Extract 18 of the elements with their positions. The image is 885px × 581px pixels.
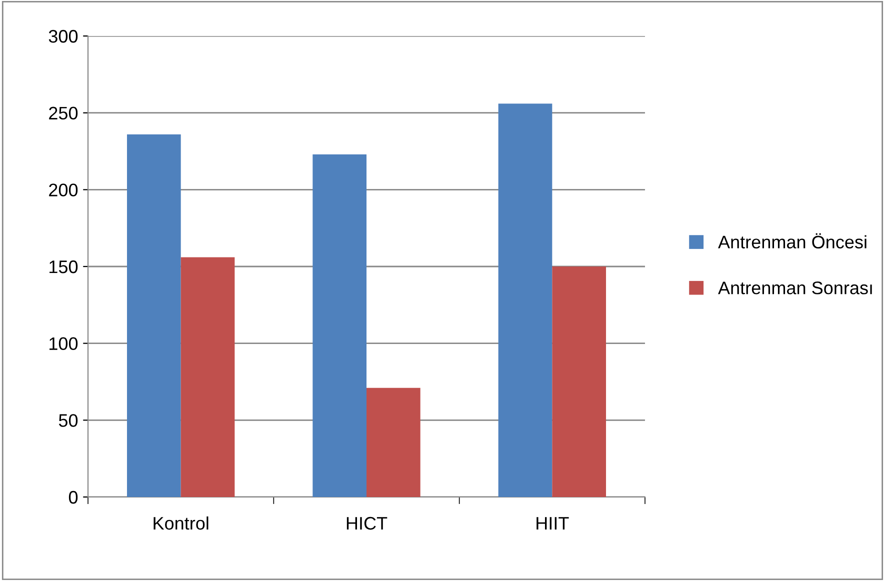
y-tick-label: 150 <box>50 260 78 274</box>
y-tick-label: 50 <box>58 414 78 427</box>
bar <box>552 266 606 497</box>
bar <box>366 388 420 497</box>
bar <box>126 134 181 497</box>
y-tick-label: 0 <box>68 490 78 504</box>
x-tick-label: Kontrol <box>154 516 208 530</box>
bar <box>312 154 366 497</box>
y-tick-label: 300 <box>48 30 78 43</box>
y-tick-label: 100 <box>50 337 78 350</box>
y-tick-label: 250 <box>49 106 78 120</box>
bar <box>180 257 235 497</box>
x-tick-label: HICT <box>346 516 388 530</box>
bar <box>498 104 552 497</box>
y-tick-label: 200 <box>49 184 78 196</box>
x-tick-label: HIIT <box>536 517 569 530</box>
legend-label: Antrenman Öncesi <box>718 233 866 248</box>
legend-label: Antrenman Sonrası <box>718 282 872 294</box>
